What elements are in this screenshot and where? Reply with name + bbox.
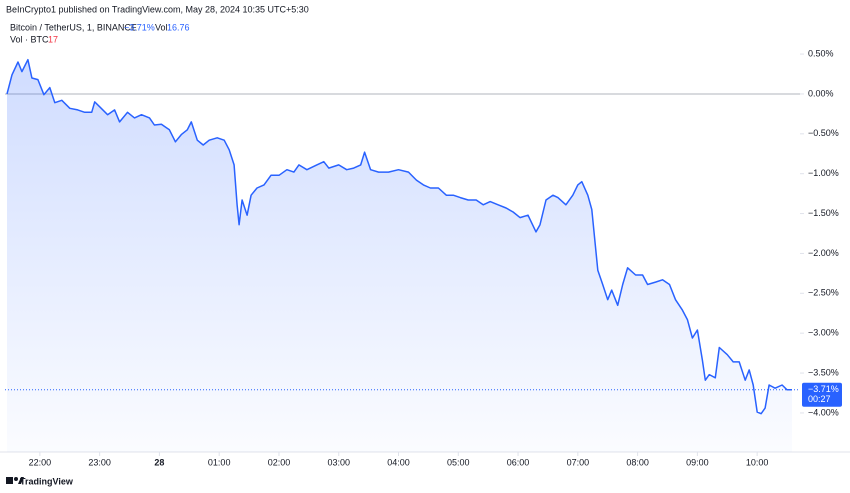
x-tick-label: 09:00: [686, 457, 709, 467]
x-tick-label: 04:00: [387, 457, 410, 467]
change: −3.71%: [124, 22, 155, 32]
line: [6, 58, 792, 415]
y-tick-label: −0.50%: [808, 128, 839, 138]
y-tick-label: −1.50%: [808, 208, 839, 218]
y-tick-label: −3.50%: [808, 367, 839, 377]
countdown: 00:27: [808, 394, 831, 404]
area: [6, 59, 793, 452]
x-tick-label: 10:00: [746, 457, 769, 467]
y-tick-label: −2.50%: [808, 288, 839, 298]
last-value-label: −3.71%: [808, 384, 839, 394]
last-value-box: [802, 382, 842, 407]
publisher: BeInCrypto1 published on TradingView.com…: [6, 4, 309, 14]
vol-label: Vol: [155, 22, 168, 32]
x-tick-label: 03:00: [327, 457, 350, 467]
x-tick-label: 01:00: [208, 457, 231, 467]
footer-brand: TradingView: [20, 476, 74, 486]
vol-value: 16.76: [167, 22, 190, 32]
y-tick-label: −3.00%: [808, 328, 839, 338]
x-tick-label: 02:00: [268, 457, 291, 467]
volume-label: Vol · BTC: [10, 34, 49, 44]
x-tick-label: 06:00: [507, 457, 530, 467]
x-tick-label: 08:00: [626, 457, 649, 467]
x-tick-label: 28: [154, 457, 164, 467]
y-tick-label: −1.00%: [808, 168, 839, 178]
y-tick-label: −4.00%: [808, 407, 839, 417]
volume-value: 17: [48, 34, 58, 44]
y-tick-label: 0.00%: [808, 88, 834, 98]
y-tick-label: 0.50%: [808, 48, 834, 58]
x-tick-label: 05:00: [447, 457, 470, 467]
x-tick-label: 22:00: [29, 457, 52, 467]
y-tick-label: −2.00%: [808, 248, 839, 258]
x-tick-label: 07:00: [567, 457, 590, 467]
symbol: Bitcoin / TetherUS, 1, BINANCE: [10, 22, 137, 32]
x-tick-label: 23:00: [88, 457, 111, 467]
logo: [6, 477, 24, 484]
